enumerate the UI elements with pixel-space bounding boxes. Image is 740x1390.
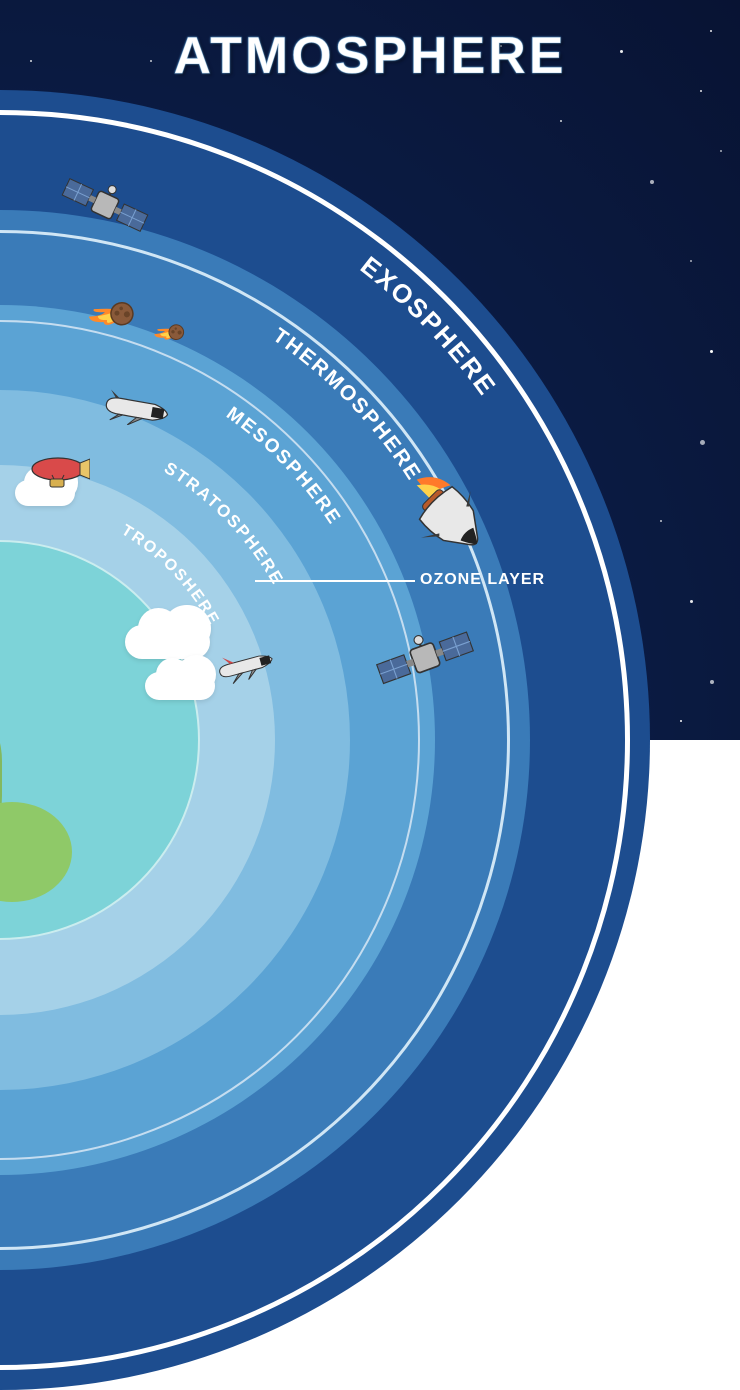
diagram-title: ATMOSPHERE bbox=[173, 26, 566, 86]
ozone-label: OZONE LAYER bbox=[420, 571, 545, 589]
atmosphere-diagram: TROPOSHERE STRATOSPHERE MESOSPHERE THERM… bbox=[0, 0, 740, 740]
blimp-icon bbox=[30, 455, 90, 491]
ozone-pointer-line bbox=[255, 580, 415, 582]
cloud bbox=[145, 672, 215, 700]
cloud bbox=[125, 625, 210, 659]
